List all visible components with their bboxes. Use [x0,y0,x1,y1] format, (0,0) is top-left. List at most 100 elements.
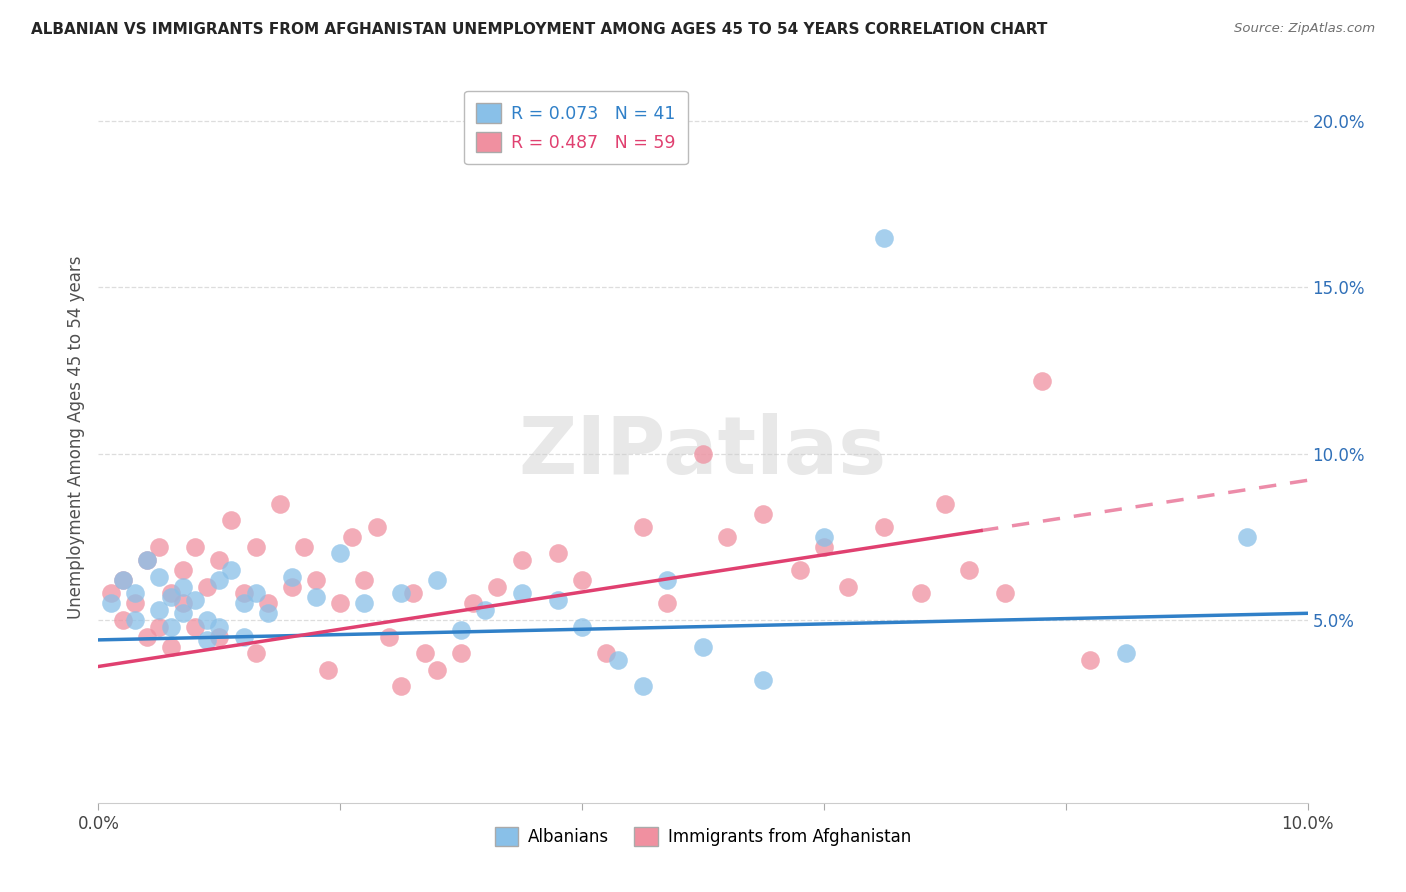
Point [232,596,254,610]
Y-axis label: Unemployment Among Ages 45 to 54 years: Unemployment Among Ages 45 to 54 years [66,255,84,619]
Point [873,230,896,244]
Point [1236,530,1258,544]
Point [547,546,569,560]
Point [752,673,775,687]
Point [245,586,267,600]
Point [124,596,146,610]
Point [655,596,678,610]
Point [221,563,243,577]
Point [426,573,449,587]
Point [837,580,859,594]
Point [1115,646,1137,660]
Point [813,540,835,554]
Text: Source: ZipAtlas.com: Source: ZipAtlas.com [1234,22,1375,36]
Point [172,580,194,594]
Point [232,630,254,644]
Point [111,573,134,587]
Point [111,573,134,587]
Point [195,580,218,594]
Point [692,447,714,461]
Point [547,593,569,607]
Point [450,623,472,637]
Point [474,603,496,617]
Point [752,507,775,521]
Point [305,590,328,604]
Point [389,586,412,600]
Point [135,553,157,567]
Point [994,586,1017,600]
Point [160,640,183,654]
Point [172,607,194,621]
Point [160,590,183,604]
Point [172,596,194,610]
Point [450,646,472,660]
Point [160,586,183,600]
Point [184,540,207,554]
Point [124,586,146,600]
Text: ALBANIAN VS IMMIGRANTS FROM AFGHANISTAN UNEMPLOYMENT AMONG AGES 45 TO 54 YEARS C: ALBANIAN VS IMMIGRANTS FROM AFGHANISTAN … [31,22,1047,37]
Point [402,586,425,600]
Point [510,586,533,600]
Point [607,653,630,667]
Point [245,646,267,660]
Text: ZIPatlas: ZIPatlas [519,413,887,491]
Point [232,586,254,600]
Point [789,563,811,577]
Point [957,563,980,577]
Point [172,563,194,577]
Point [184,593,207,607]
Point [135,553,157,567]
Point [813,530,835,544]
Point [716,530,738,544]
Point [245,540,267,554]
Point [571,573,593,587]
Point [256,596,278,610]
Point [692,640,714,654]
Point [160,619,183,633]
Point [184,619,207,633]
Point [329,546,352,560]
Point [208,573,231,587]
Point [366,520,388,534]
Point [426,663,449,677]
Point [100,596,122,610]
Point [195,632,218,647]
Point [124,613,146,627]
Point [463,596,485,610]
Point [910,586,932,600]
Point [305,573,328,587]
Point [631,680,654,694]
Point [316,663,339,677]
Point [148,540,170,554]
Point [873,520,896,534]
Point [208,630,231,644]
Point [256,607,278,621]
Point [221,513,243,527]
Point [281,570,304,584]
Point [269,497,291,511]
Point [353,596,375,610]
Point [148,603,170,617]
Point [595,646,617,660]
Point [377,630,399,644]
Point [329,596,352,610]
Point [389,680,412,694]
Point [413,646,436,660]
Point [148,570,170,584]
Point [655,573,678,587]
Point [135,630,157,644]
Point [342,530,364,544]
Point [100,586,122,600]
Point [934,497,956,511]
Point [486,580,509,594]
Legend: R = 0.073   N = 41, R = 0.487   N = 59: R = 0.073 N = 41, R = 0.487 N = 59 [464,91,688,164]
Point [510,553,533,567]
Point [281,580,304,594]
Point [1031,374,1053,388]
Point [571,619,593,633]
Point [353,573,375,587]
Point [208,553,231,567]
Point [195,613,218,627]
Point [208,619,231,633]
Point [292,540,315,554]
